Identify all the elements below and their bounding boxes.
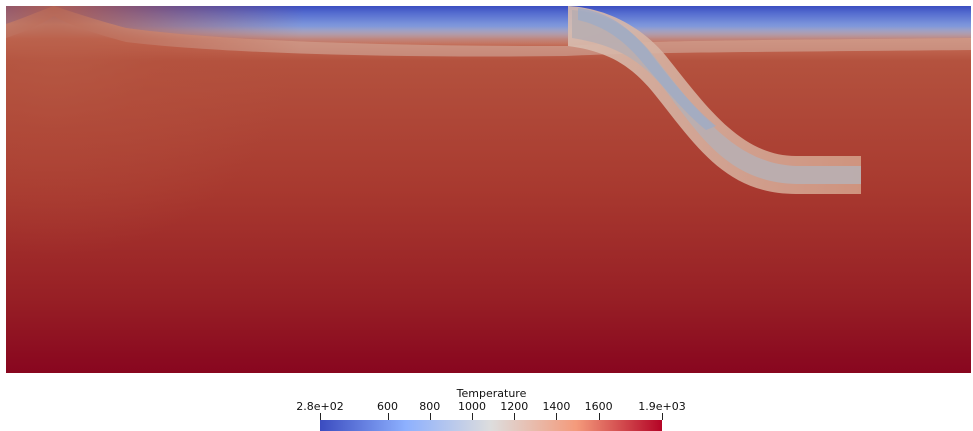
colorbar-tick-mark — [514, 413, 515, 420]
colorbar-tick-mark — [599, 413, 600, 420]
colorbar-tick-mark — [430, 413, 431, 420]
colorbar-tick-label: 1000 — [458, 400, 486, 413]
colorbar-tick-mark — [556, 413, 557, 420]
colorbar-tick-mark — [388, 413, 389, 420]
colorbar-tick-label: 1.9e+03 — [638, 400, 686, 413]
colorbar-tick-label: 600 — [377, 400, 399, 413]
colorbar-legend: Temperature 2.8e+02 600 800 1000 1200 1400 160… — [0, 380, 973, 431]
colorbar-tick-mark — [320, 413, 321, 420]
ridge-upwelling — [6, 6, 306, 266]
colorbar-tick-mark — [662, 413, 663, 420]
colorbar-tick-label: 1600 — [584, 400, 613, 413]
slab-cold-center — [578, 8, 716, 130]
temperature-field-render — [6, 6, 971, 373]
colorbar-tick-label: 1200 — [500, 400, 529, 413]
colorbar-tick-mark — [472, 413, 473, 420]
colorbar-title: Temperature — [456, 387, 527, 400]
colorbar-gradient — [320, 420, 662, 431]
colorbar-tick-label: 1400 — [542, 400, 571, 413]
colorbar-tick-label: 800 — [419, 400, 441, 413]
colorbar-tick-label: 2.8e+02 — [296, 400, 344, 413]
